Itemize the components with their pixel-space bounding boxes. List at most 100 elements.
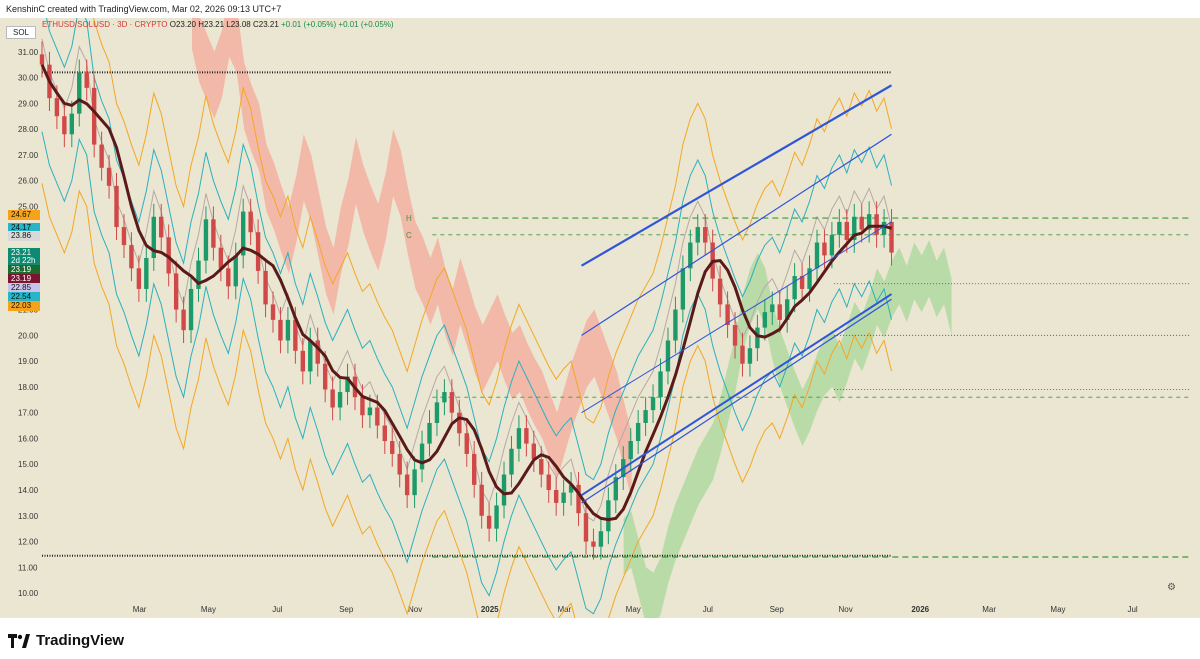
candle-body <box>866 214 872 230</box>
channel-line-upper_mid <box>581 133 892 336</box>
candle-body <box>114 185 119 228</box>
ohlc-low: L23.08 <box>226 20 251 29</box>
candle-body <box>792 276 797 300</box>
x-tick-label: 2025 <box>481 605 499 614</box>
candle-body <box>412 469 417 496</box>
chart-settings-icon[interactable]: ⚙ <box>1167 582 1176 593</box>
level-label: C <box>406 231 412 240</box>
candle-body <box>859 216 864 230</box>
x-tick-label: May <box>1050 605 1065 614</box>
price-tag: 23.86 <box>8 230 40 241</box>
candle-body <box>568 484 574 493</box>
candle-body <box>91 87 97 145</box>
ohlc-change-2: +0.01 (+0.05%) <box>338 20 394 29</box>
candle-body <box>449 392 455 413</box>
candle-body <box>762 312 768 328</box>
candle-body <box>881 221 887 235</box>
candle-body <box>121 227 127 246</box>
candle-body <box>613 477 618 501</box>
candle-body <box>755 327 760 349</box>
price-chart[interactable]: 10.00 11.00 12.00 13.00 14.00 15.00 16.00 17.00… <box>0 18 1200 618</box>
candle-body <box>367 407 373 416</box>
candle-body <box>680 268 686 310</box>
level-label: H <box>406 214 412 223</box>
candle-body <box>151 216 156 258</box>
candle-body <box>703 227 708 243</box>
candle-body <box>807 268 812 289</box>
candle-body <box>658 371 663 398</box>
channel-line-lower <box>581 293 893 496</box>
tradingview-logo[interactable]: TradingView <box>8 632 124 649</box>
x-tick-label: Sep <box>770 605 785 614</box>
chart-area[interactable]: 10.00 11.00 12.00 13.00 14.00 15.00 16.00 17.00… <box>0 18 1200 618</box>
channel-line-lower2 <box>581 298 892 504</box>
candle-body <box>740 345 745 364</box>
candle-body <box>889 221 894 253</box>
candle-body <box>293 319 298 351</box>
candle-body <box>479 484 484 516</box>
candle-body <box>732 325 738 346</box>
candle-body <box>837 221 842 235</box>
candle-body <box>233 255 238 287</box>
y-tick-label: 10.00 <box>18 589 39 598</box>
candle-body <box>650 397 656 411</box>
candle-body <box>188 288 194 331</box>
y-tick-label: 31.00 <box>18 48 39 57</box>
candle-body <box>375 407 380 426</box>
x-tick-label: Mar <box>557 605 571 614</box>
candle-body <box>777 304 782 320</box>
y-tick-label: 12.00 <box>18 538 39 547</box>
candle-body <box>203 219 209 261</box>
x-tick-label: Mar <box>982 605 996 614</box>
candle-body <box>173 273 179 310</box>
x-tick-label: Sep <box>339 605 354 614</box>
ohlc-open: O23.20 <box>169 20 196 29</box>
price-tag: 24.17 <box>8 222 40 233</box>
candle-body <box>69 113 75 135</box>
candle-body <box>54 98 60 117</box>
bollinger-outer-lower <box>41 183 893 618</box>
x-tick-label: Jul <box>272 605 282 614</box>
candle-body <box>829 234 835 256</box>
price-tag: 22.03 <box>8 300 40 311</box>
tradingview-mark-icon <box>8 633 30 648</box>
candle-body <box>427 422 432 444</box>
candle-body <box>516 428 522 449</box>
candle-body <box>144 258 149 289</box>
price-tag: 23.19 <box>8 273 40 284</box>
candle-body <box>99 144 104 168</box>
candle-body <box>628 441 633 460</box>
candle-body <box>486 515 492 529</box>
candle-body <box>747 348 753 364</box>
y-tick-label: 26.00 <box>18 177 39 186</box>
ohlc-close: C23.21 <box>252 20 279 29</box>
candle-body <box>822 242 827 256</box>
price-tag: 22.85 <box>8 282 40 293</box>
candle-body <box>39 54 45 65</box>
ohlc-high: H23.21 <box>198 20 225 29</box>
y-tick-label: 11.00 <box>18 563 38 572</box>
channel-line-middle <box>581 221 892 414</box>
x-tick-label: May <box>626 605 641 614</box>
candle-body <box>643 410 648 423</box>
candle-body <box>397 453 402 475</box>
candle-body <box>784 299 790 320</box>
candle-body <box>129 245 134 269</box>
candle-body <box>874 214 879 235</box>
candle-body <box>330 389 335 408</box>
ichimoku-cloud-red <box>192 18 632 501</box>
symbol-search-button[interactable]: SOL <box>6 26 37 39</box>
y-tick-label: 29.00 <box>18 99 39 108</box>
candle-body <box>84 72 89 88</box>
y-tick-label: 28.00 <box>18 125 39 134</box>
candle-body <box>404 474 410 496</box>
candle-body <box>241 211 246 256</box>
candle-body <box>561 492 566 503</box>
candle-body <box>263 270 268 305</box>
candle-body <box>844 221 850 240</box>
candle-body <box>226 268 231 287</box>
candle-body <box>442 392 447 403</box>
candle-body <box>136 268 142 289</box>
candle-body <box>665 340 671 372</box>
candle-body <box>196 260 201 289</box>
